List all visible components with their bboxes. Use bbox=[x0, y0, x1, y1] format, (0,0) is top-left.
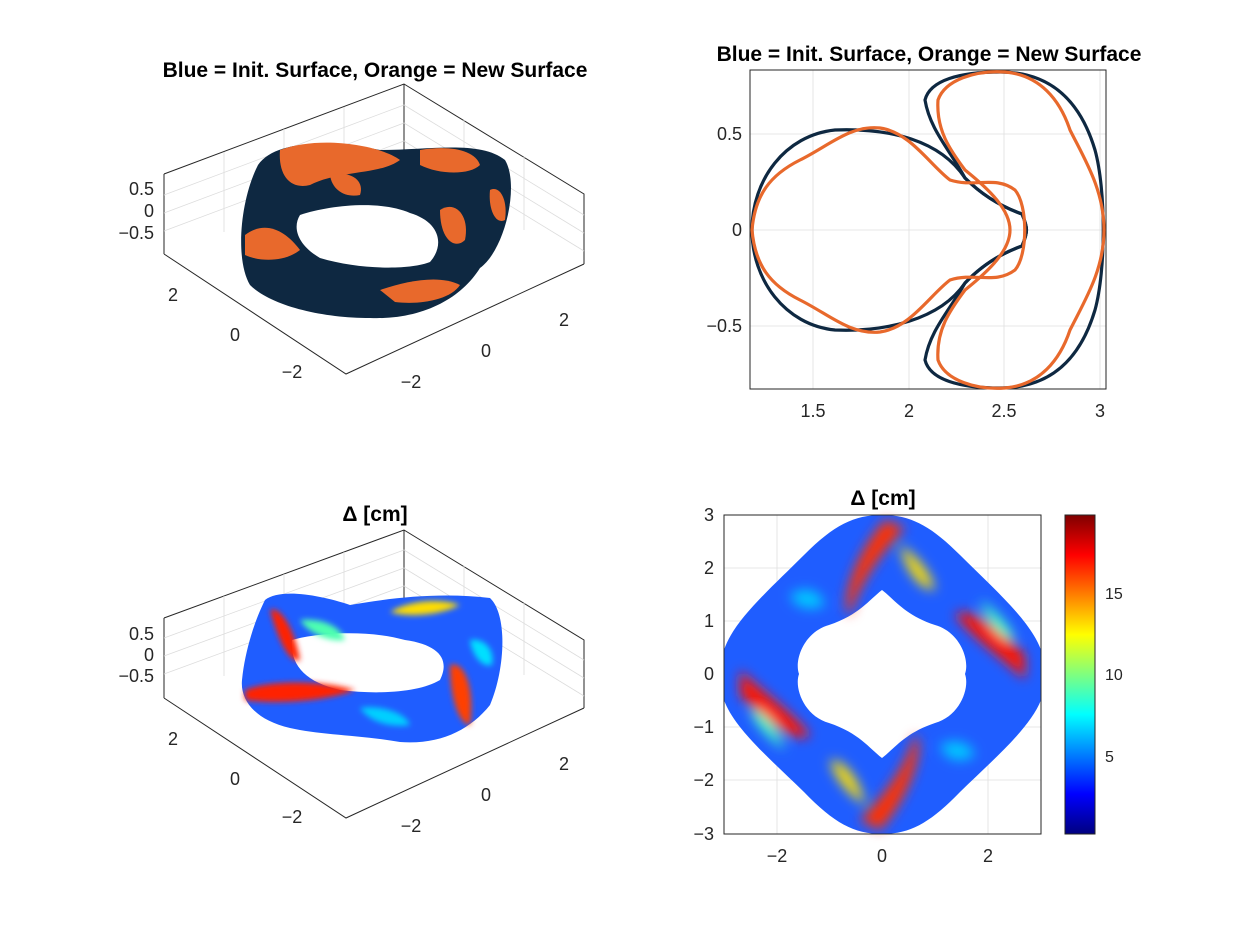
y-tick: 0.5 bbox=[717, 124, 742, 144]
x-tick: 2 bbox=[559, 754, 569, 774]
x-tick: −2 bbox=[401, 816, 422, 836]
axes-box bbox=[749, 69, 1107, 390]
panel-bottom-left: Δ [cm] bbox=[118, 503, 585, 836]
new-surface bbox=[245, 142, 506, 303]
x-tick: 0 bbox=[481, 341, 491, 361]
torus-hole bbox=[296, 205, 439, 268]
colorbar-gradient bbox=[1065, 515, 1095, 834]
y-tick: −0.5 bbox=[706, 316, 742, 336]
y-tick: −2 bbox=[693, 770, 714, 790]
panel-title: Δ [cm] bbox=[342, 503, 407, 526]
x-tick: 2 bbox=[904, 401, 914, 421]
y-tick: 0 bbox=[230, 325, 240, 345]
z-axis-ticks: 0.5 0 −0.5 bbox=[118, 179, 154, 243]
delta-heatmap bbox=[724, 515, 1041, 834]
x-tick: −2 bbox=[767, 846, 788, 866]
y-tick: 3 bbox=[704, 505, 714, 525]
colorbar-tick: 5 bbox=[1105, 749, 1114, 766]
y-tick: 0 bbox=[230, 769, 240, 789]
colorbar-box bbox=[1064, 514, 1096, 835]
y-tick: 2 bbox=[168, 285, 178, 305]
x-tick: 2.5 bbox=[991, 401, 1016, 421]
colorbar-tick: 15 bbox=[1105, 586, 1123, 603]
new-curve-inner bbox=[750, 126, 1027, 334]
y-tick: −2 bbox=[282, 362, 303, 382]
cross-section-curves bbox=[750, 70, 1106, 390]
z-tick: 0 bbox=[144, 645, 154, 665]
torus-surface bbox=[241, 142, 511, 319]
torus-hole bbox=[291, 633, 444, 693]
y-axis-ticks: 2 0 −2 bbox=[168, 729, 302, 827]
y-axis-ticks: 2 0 −2 bbox=[168, 285, 302, 382]
y-axis-ticks: 3 2 1 0 −1 −2 −3 bbox=[693, 505, 714, 844]
delta-surface-3d bbox=[241, 593, 503, 743]
surface-highlights bbox=[245, 600, 493, 726]
x-axis-ticks: −2 0 2 bbox=[401, 310, 569, 392]
x-tick: −2 bbox=[401, 372, 422, 392]
new-curve-outer bbox=[936, 70, 1106, 390]
z-tick: 0.5 bbox=[129, 624, 154, 644]
y-axis-ticks: 0.5 0 −0.5 bbox=[706, 124, 742, 336]
colorbar: 15 10 5 bbox=[1064, 514, 1123, 835]
panel-top-right: Blue = Init. Surface, Orange = New Surfa… bbox=[706, 43, 1141, 421]
y-tick: 1 bbox=[704, 611, 714, 631]
grid bbox=[750, 70, 1106, 389]
axes-box bbox=[723, 514, 1042, 835]
y-tick: 0 bbox=[732, 220, 742, 240]
y-tick: 2 bbox=[168, 729, 178, 749]
heatmap-hotspots bbox=[740, 520, 1025, 830]
z-tick: −0.5 bbox=[118, 666, 154, 686]
panel-top-left: Blue = Init. Surface, Orange = New Surfa… bbox=[118, 59, 587, 392]
colorbar-tick: 10 bbox=[1105, 667, 1123, 684]
x-tick: 2 bbox=[559, 310, 569, 330]
x-axis-ticks: 1.5 2 2.5 3 bbox=[800, 401, 1105, 421]
panel-title: Blue = Init. Surface, Orange = New Surfa… bbox=[717, 43, 1142, 66]
x-tick: 0 bbox=[877, 846, 887, 866]
y-tick: −1 bbox=[693, 717, 714, 737]
x-axis-ticks: −2 0 2 bbox=[401, 754, 569, 836]
x-tick: 3 bbox=[1095, 401, 1105, 421]
x-tick: 0 bbox=[481, 785, 491, 805]
y-tick: 2 bbox=[704, 558, 714, 578]
panel-title: Blue = Init. Surface, Orange = New Surfa… bbox=[163, 59, 588, 82]
y-tick: 0 bbox=[704, 664, 714, 684]
x-tick: 1.5 bbox=[800, 401, 825, 421]
y-tick: −3 bbox=[693, 824, 714, 844]
panel-bottom-right: Δ [cm] bbox=[693, 487, 1122, 866]
init-curve-outer bbox=[923, 70, 1105, 390]
x-tick: 2 bbox=[983, 846, 993, 866]
z-tick: 0.5 bbox=[129, 179, 154, 199]
panel-title: Δ [cm] bbox=[850, 487, 915, 510]
x-axis-ticks: −2 0 2 bbox=[767, 846, 993, 866]
y-tick: −2 bbox=[282, 807, 303, 827]
heatmap-hole bbox=[797, 590, 967, 758]
z-axis-ticks: 0.5 0 −0.5 bbox=[118, 624, 154, 686]
z-tick: −0.5 bbox=[118, 223, 154, 243]
z-tick: 0 bbox=[144, 201, 154, 221]
